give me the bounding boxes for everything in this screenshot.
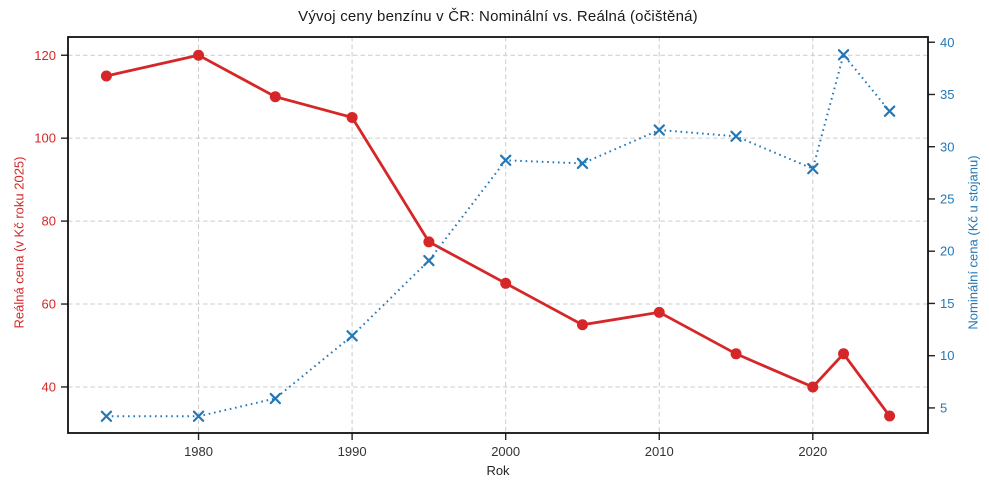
x-tick-label: 2000 [491, 444, 520, 459]
data-point-circle [807, 381, 819, 393]
data-point-circle [193, 49, 205, 61]
data-point-x [807, 162, 819, 175]
x-tick-label: 2020 [798, 444, 827, 459]
series-line-nominal [106, 52, 891, 418]
series-line-real [106, 53, 891, 417]
data-point-circle [653, 306, 665, 318]
right-tick-label: 35 [940, 87, 954, 102]
chart-title: Vývoj ceny benzínu v ČR: Nominální vs. R… [298, 8, 698, 25]
data-point-x [653, 124, 665, 136]
left-tick-label: 80 [42, 214, 56, 229]
left-tick-label: 100 [34, 131, 56, 146]
data-point-circle [423, 236, 435, 248]
right-tick-label: 5 [940, 400, 947, 415]
x-axis-label: Rok [486, 463, 510, 478]
data-point-x [192, 410, 205, 422]
data-point-x [269, 392, 282, 405]
data-point-circle [838, 348, 850, 360]
right-tick-label: 20 [940, 244, 954, 259]
left-tick-label: 120 [34, 48, 56, 63]
data-point-x [423, 254, 435, 267]
data-point-x [499, 154, 512, 166]
data-point-circle [100, 70, 112, 82]
data-point-x [346, 330, 358, 342]
x-tick-label: 1990 [338, 444, 367, 459]
data-point-circle [346, 111, 358, 123]
right-tick-label: 40 [940, 35, 954, 50]
right-tick-label: 10 [940, 348, 954, 363]
data-point-circle [884, 410, 896, 422]
data-point-x [883, 105, 896, 117]
data-point-x [100, 410, 113, 422]
x-tick-label: 1980 [184, 444, 213, 459]
data-point-circle [576, 319, 588, 331]
left-tick-label: 40 [42, 380, 56, 395]
data-point-circle [269, 91, 281, 103]
plot-frame [67, 36, 929, 434]
left-tick-label: 60 [42, 297, 56, 312]
x-tick-label: 2010 [645, 444, 674, 459]
data-point-x [576, 157, 589, 170]
data-point-circle [730, 348, 742, 360]
data-point-x [837, 49, 850, 61]
right-tick-label: 25 [940, 192, 954, 207]
right-tick-label: 30 [940, 139, 954, 154]
right-tick-label: 15 [940, 296, 954, 311]
data-point-x [730, 130, 742, 142]
data-point-circle [500, 277, 512, 289]
